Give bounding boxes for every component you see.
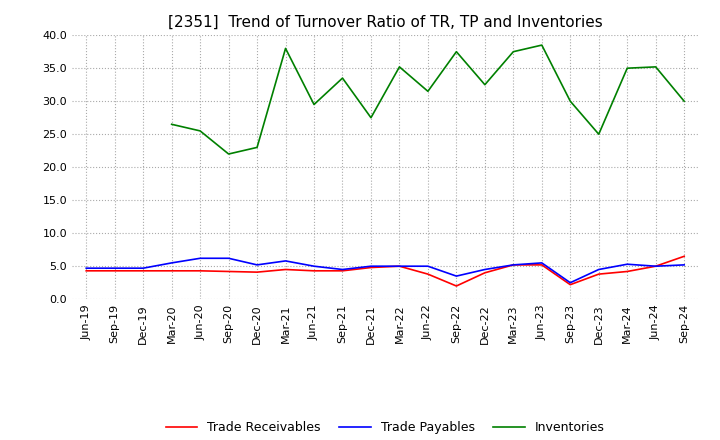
- Inventories: [366, 115, 375, 120]
- Trade Payables: [595, 267, 603, 272]
- Trade Receivables: [595, 271, 603, 277]
- Trade Receivables: [509, 262, 518, 268]
- Trade Receivables: [395, 264, 404, 269]
- Trade Payables: [652, 264, 660, 269]
- Inventories: [423, 88, 432, 94]
- Trade Payables: [139, 266, 148, 271]
- Trade Receivables: [196, 268, 204, 273]
- Trade Payables: [509, 262, 518, 268]
- Inventories: [167, 121, 176, 127]
- Trade Payables: [167, 260, 176, 266]
- Title: [2351]  Trend of Turnover Ratio of TR, TP and Inventories: [2351] Trend of Turnover Ratio of TR, TP…: [168, 15, 603, 30]
- Trade Receivables: [310, 268, 318, 273]
- Trade Payables: [423, 264, 432, 269]
- Legend: Trade Receivables, Trade Payables, Inventories: Trade Receivables, Trade Payables, Inven…: [161, 416, 610, 439]
- Trade Payables: [338, 267, 347, 272]
- Trade Receivables: [423, 271, 432, 277]
- Trade Receivables: [167, 268, 176, 273]
- Trade Receivables: [366, 265, 375, 270]
- Inventories: [480, 82, 489, 87]
- Trade Payables: [480, 267, 489, 272]
- Trade Receivables: [652, 264, 660, 269]
- Inventories: [623, 66, 631, 71]
- Line: Trade Payables: Trade Payables: [86, 258, 684, 283]
- Trade Receivables: [452, 283, 461, 289]
- Trade Payables: [623, 261, 631, 267]
- Trade Payables: [282, 258, 290, 264]
- Inventories: [652, 64, 660, 70]
- Inventories: [310, 102, 318, 107]
- Trade Payables: [310, 264, 318, 269]
- Trade Receivables: [623, 269, 631, 274]
- Trade Payables: [225, 256, 233, 261]
- Trade Payables: [452, 273, 461, 279]
- Trade Receivables: [566, 282, 575, 287]
- Trade Receivables: [680, 253, 688, 259]
- Trade Payables: [566, 280, 575, 286]
- Inventories: [253, 145, 261, 150]
- Line: Trade Receivables: Trade Receivables: [86, 256, 684, 286]
- Inventories: [566, 99, 575, 104]
- Trade Receivables: [282, 267, 290, 272]
- Trade Payables: [395, 264, 404, 269]
- Inventories: [225, 151, 233, 157]
- Trade Receivables: [82, 268, 91, 273]
- Inventories: [595, 132, 603, 137]
- Inventories: [452, 49, 461, 54]
- Trade Receivables: [225, 269, 233, 274]
- Trade Receivables: [253, 269, 261, 275]
- Trade Receivables: [480, 270, 489, 275]
- Trade Receivables: [537, 262, 546, 268]
- Trade Payables: [680, 262, 688, 268]
- Trade Payables: [366, 264, 375, 269]
- Trade Receivables: [110, 268, 119, 273]
- Trade Payables: [253, 262, 261, 268]
- Trade Payables: [110, 266, 119, 271]
- Inventories: [680, 99, 688, 104]
- Inventories: [395, 64, 404, 70]
- Trade Receivables: [139, 268, 148, 273]
- Trade Payables: [196, 256, 204, 261]
- Inventories: [509, 49, 518, 54]
- Inventories: [338, 75, 347, 81]
- Inventories: [196, 128, 204, 134]
- Trade Payables: [82, 266, 91, 271]
- Trade Receivables: [338, 268, 347, 273]
- Inventories: [537, 42, 546, 48]
- Trade Payables: [537, 260, 546, 266]
- Line: Inventories: Inventories: [171, 45, 684, 154]
- Inventories: [282, 46, 290, 51]
